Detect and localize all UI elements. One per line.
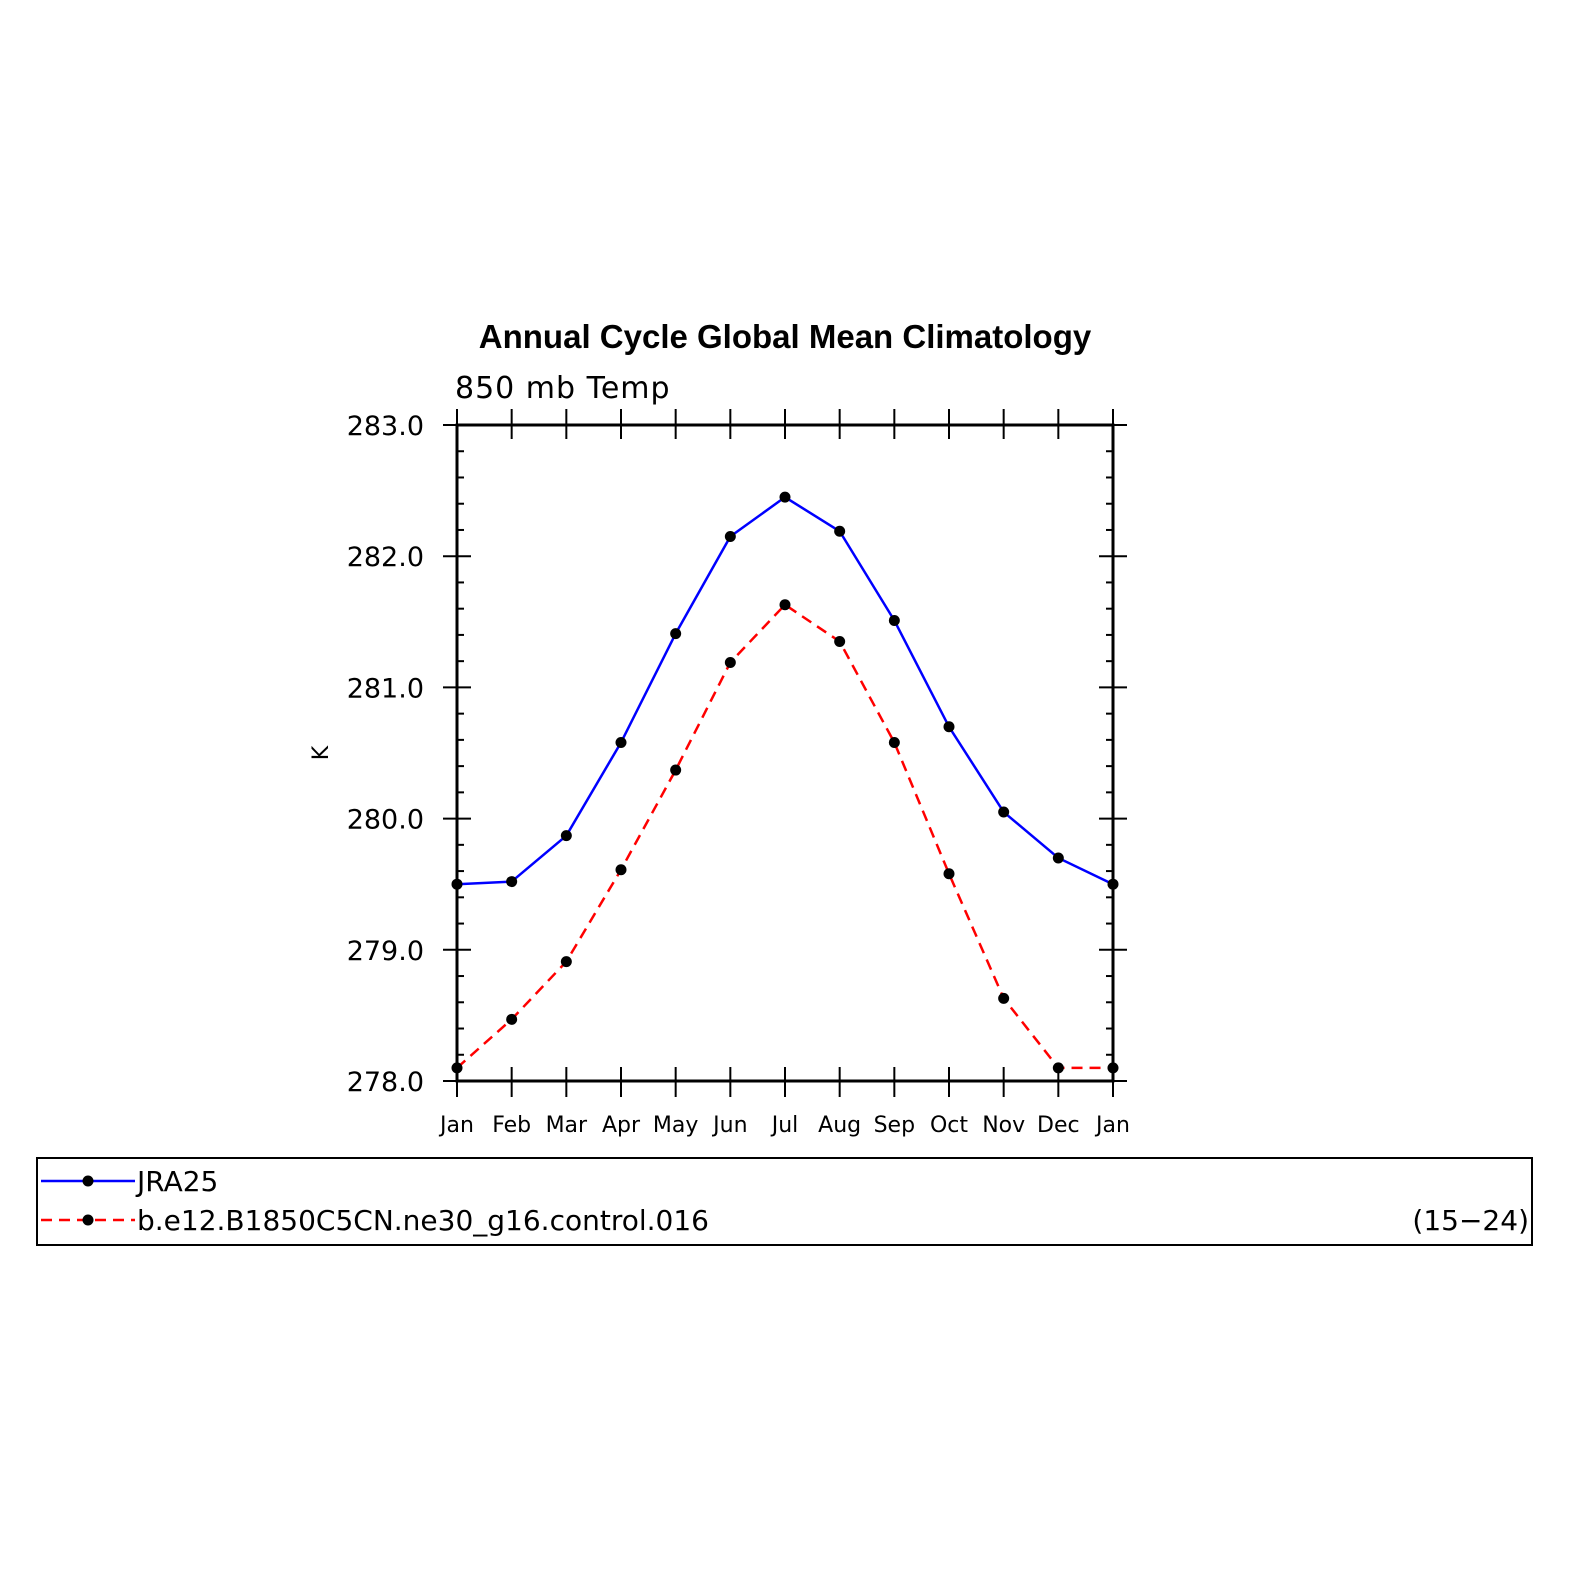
series-2-point <box>451 1062 463 1074</box>
y-tick-label: 278.0 <box>347 1067 424 1098</box>
series-2-point <box>779 599 791 611</box>
x-tick-label: Oct <box>930 1113 968 1138</box>
axes: 278.0 279.0 280.0 281.0 282.0 283.0 Jan Feb Mar A… <box>347 409 1130 1138</box>
legend: JRA25 b.e12.B1850C5CN.ne30_g16.control.01… <box>36 1157 1533 1246</box>
legend-label-1: JRA25 <box>135 1165 218 1198</box>
series-2-point <box>1107 1062 1119 1074</box>
x-tick-label: Sep <box>874 1113 915 1138</box>
x-tick-label: Jun <box>711 1113 747 1138</box>
series-2-point <box>670 764 682 776</box>
series-2-point <box>888 737 900 749</box>
legend-years-2: (15−24) <box>1412 1204 1529 1237</box>
y-tick-label: 280.0 <box>347 805 424 836</box>
series-1-point <box>1052 852 1064 864</box>
series-1-point <box>670 628 682 640</box>
x-tick-label: Apr <box>602 1113 641 1138</box>
y-tick-label: 279.0 <box>347 936 424 967</box>
series-1-point <box>506 876 518 888</box>
x-tick-label: Aug <box>818 1113 861 1138</box>
legend-box <box>36 1157 1533 1246</box>
x-tick-label: Dec <box>1037 1113 1080 1138</box>
series-1-point <box>560 830 572 842</box>
legend-marker-1 <box>82 1175 94 1187</box>
x-tick-label: Mar <box>546 1113 588 1138</box>
x-tick-label: Nov <box>982 1113 1025 1138</box>
series-2-point <box>724 656 736 668</box>
series-2-point <box>943 868 955 880</box>
chart-subtitle: 850 mb Temp <box>455 371 671 406</box>
chart-title: Annual Cycle Global Mean Climatology <box>479 318 1092 355</box>
series-2-point <box>834 635 846 647</box>
series-line-2 <box>456 603 1113 1070</box>
series-2-point <box>560 956 572 968</box>
series-1-point <box>451 878 463 890</box>
y-tick-label: 281.0 <box>347 673 424 704</box>
x-tick-label: May <box>653 1113 698 1138</box>
x-tick-label: Feb <box>492 1113 531 1138</box>
y-tick-label: 283.0 <box>347 411 424 442</box>
series-1-point <box>998 806 1010 818</box>
legend-label-2: b.e12.B1850C5CN.ne30_g16.control.016 <box>137 1204 709 1237</box>
series-1-point <box>834 525 846 537</box>
y-axis-label: K <box>309 745 334 760</box>
y-tick-label: 282.0 <box>347 542 424 573</box>
series-1-point <box>1107 878 1119 890</box>
x-tick-label: Jul <box>770 1113 799 1138</box>
series <box>451 491 1119 1074</box>
series-1-point <box>615 737 627 749</box>
series-2-point <box>998 992 1010 1004</box>
series-1-point <box>888 614 900 626</box>
x-tick-label: Jan <box>438 1113 474 1138</box>
series-1-point <box>724 531 736 543</box>
legend-marker-2 <box>82 1214 94 1226</box>
series-2-point <box>506 1013 518 1025</box>
series-2-point <box>1052 1062 1064 1074</box>
series-line-1 <box>456 495 1114 886</box>
series-1-point <box>943 721 955 733</box>
x-tick-label: Jan <box>1094 1113 1130 1138</box>
plot-frame <box>455 423 1115 1083</box>
series-1-point <box>779 491 791 503</box>
series-2-point <box>615 864 627 876</box>
